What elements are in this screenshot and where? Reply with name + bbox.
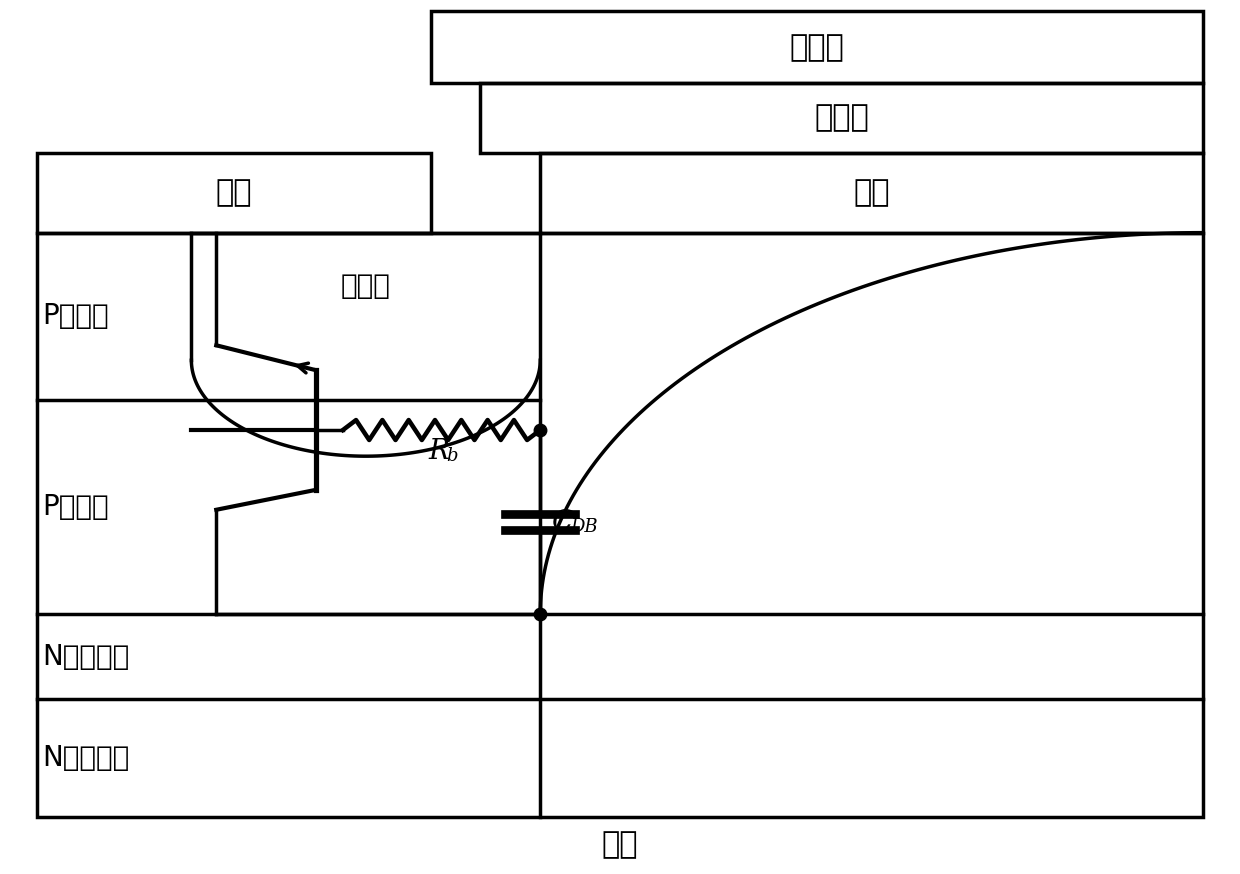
Bar [430,11,1203,83]
Bar [480,83,1203,153]
Text: P型阱区: P型阱区 [42,302,108,330]
Text: N型衯底层: N型衯底层 [42,744,129,772]
Text: N型外延层: N型外延层 [42,642,129,671]
Text: 金属层: 金属层 [790,32,844,62]
Text: DB: DB [570,518,598,537]
Text: b: b [446,447,458,465]
Text: 源极区: 源极区 [341,273,391,301]
Text: R: R [428,439,449,466]
Text: 漏极: 漏极 [601,830,639,859]
Text: 源极: 源极 [216,178,252,207]
Text: P型体区: P型体区 [42,493,108,521]
Bar [541,153,1203,232]
Bar [37,232,1203,817]
Text: 介质层: 介质层 [815,103,869,133]
Text: C: C [552,509,573,536]
Bar [37,153,430,232]
Text: 栅极: 栅极 [853,178,890,207]
